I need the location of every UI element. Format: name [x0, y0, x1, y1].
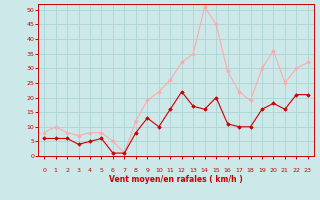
- X-axis label: Vent moyen/en rafales ( km/h ): Vent moyen/en rafales ( km/h ): [109, 175, 243, 184]
